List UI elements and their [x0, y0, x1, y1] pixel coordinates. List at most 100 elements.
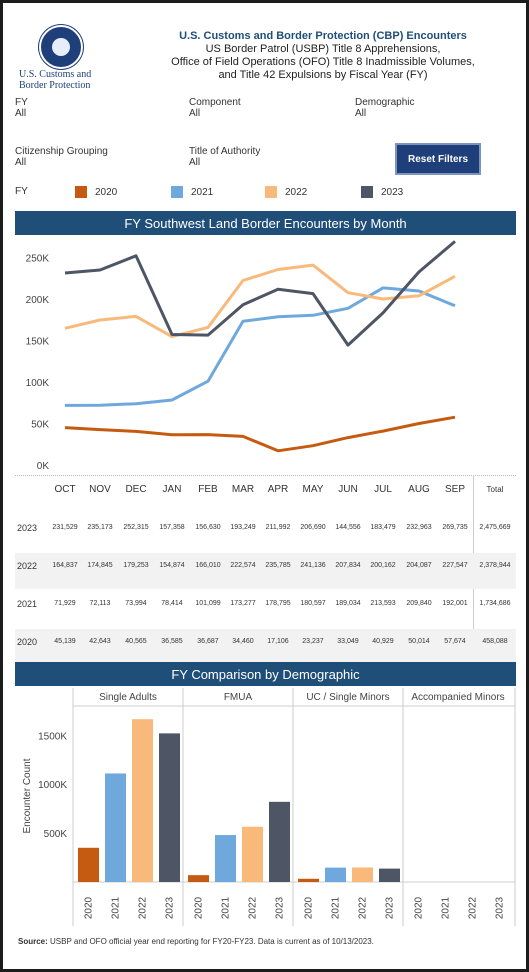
panel-title-3: Accompanied Minors	[411, 692, 504, 703]
table-cell: 40,565	[125, 638, 147, 645]
legend-swatch-2022	[265, 186, 277, 198]
table-cell-total: 2,475,669	[479, 524, 511, 531]
legend-swatch-2021	[171, 186, 183, 198]
y-tick-label: 250K	[26, 254, 50, 265]
bar-0-2023	[159, 733, 180, 882]
table-cell: 40,929	[372, 638, 394, 645]
bar-1-2021	[215, 835, 236, 882]
table-cell: 209,840	[406, 600, 432, 607]
table-row-shade	[15, 629, 516, 665]
component-filter-value: All	[189, 108, 201, 119]
table-header-month: SEP	[444, 484, 465, 495]
table-row-label: 2020	[17, 637, 38, 647]
legend-item-2020[interactable]: 2020	[75, 186, 117, 198]
table-row-label: 2023	[17, 523, 38, 533]
logo-line-2: Border Protection	[19, 80, 91, 91]
x-tick-label: 2021	[111, 896, 122, 919]
x-tick-label: 2022	[248, 896, 259, 919]
table-header-month: APR	[267, 484, 289, 495]
y-tick-label: 1500K	[38, 731, 67, 742]
bar-2-2023	[379, 868, 400, 882]
x-tick-label: 2020	[84, 896, 95, 919]
table-cell: 231,529	[52, 524, 78, 531]
panel-title-2: UC / Single Minors	[306, 692, 389, 703]
source-note: Source: USBP and OFO official year end r…	[18, 937, 374, 946]
table-cell: 183,479	[370, 524, 396, 531]
panel-title-0: Single Adults	[99, 692, 157, 703]
bar-1-2023	[269, 801, 290, 882]
table-cell: 269,735	[442, 524, 468, 531]
table-header-month: JUN	[338, 484, 358, 495]
bar-0-2022	[132, 719, 153, 882]
table-header-month: MAR	[231, 484, 255, 495]
citizenship-filter-value: All	[15, 157, 27, 168]
component-filter[interactable]: Component All	[189, 97, 339, 123]
y-tick-label: 100K	[26, 378, 50, 389]
x-tick-label: 2023	[495, 896, 506, 919]
table-cell: 192,001	[442, 600, 468, 607]
x-tick-label: 2021	[331, 896, 342, 919]
table-header-month: FEB	[198, 484, 218, 495]
table-cell: 227,547	[442, 562, 468, 569]
table-cell: 23,237	[302, 638, 324, 645]
table-cell: 179,253	[123, 562, 149, 569]
table-header-month: DEC	[125, 484, 147, 495]
table-header-month: MAY	[302, 484, 324, 495]
table-cell: 71,929	[54, 600, 76, 607]
table-cell: 73,994	[125, 600, 147, 607]
cbp-logo: U.S. Customs and Border Protection	[19, 23, 109, 93]
authority-filter[interactable]: Title of Authority All	[189, 146, 349, 172]
fy-filter-value: All	[15, 108, 27, 119]
table-cell: 252,315	[123, 524, 149, 531]
demographic-filter[interactable]: Demographic All	[355, 97, 505, 123]
legend-label-2022: 2022	[285, 186, 308, 198]
x-tick-label: 2023	[275, 896, 286, 919]
source-label: Source:	[18, 937, 48, 946]
table-header-month: AUG	[408, 484, 430, 495]
fy-filter[interactable]: FY All	[15, 97, 165, 123]
dashboard-page: U.S. Customs and Border Protection U.S. …	[3, 3, 526, 969]
demographic-bar-chart: Encounter Count 500K 1000K 1500K Single Adul…	[22, 688, 516, 926]
page-subtitle-line-1: US Border Patrol (USBP) Title 8 Apprehen…	[205, 43, 441, 55]
legend-item-2022[interactable]: 2022	[265, 186, 307, 198]
table-row-shade	[15, 553, 516, 589]
table-cell: 166,010	[195, 562, 221, 569]
table-cell: 101,099	[195, 600, 221, 607]
bar-1-2022	[242, 826, 263, 882]
table-cell: 164,837	[52, 562, 78, 569]
bar-0-2021	[105, 773, 126, 882]
table-cell: 34,460	[232, 638, 254, 645]
dhs-seal-icon	[39, 25, 83, 69]
x-tick-label: 2022	[468, 896, 479, 919]
table-row-label: 2021	[17, 599, 38, 609]
legend-label-2021: 2021	[191, 186, 214, 198]
table-cell-total: 2,378,944	[479, 562, 511, 569]
table-cell: 222,574	[230, 562, 256, 569]
table-cell: 193,249	[230, 524, 256, 531]
legend-swatch-2020	[75, 186, 87, 198]
citizenship-filter[interactable]: Citizenship Grouping All	[15, 146, 175, 172]
table-header-month: NOV	[89, 484, 111, 495]
reset-filters-button[interactable]: Reset Filters	[395, 143, 481, 175]
legend-item-2023[interactable]: 2023	[361, 186, 403, 198]
x-tick-label: 2020	[304, 896, 315, 919]
demographic-chart-title: FY Comparison by Demographic	[15, 662, 516, 686]
demographic-filter-label: Demographic	[355, 97, 415, 108]
table-cell: 204,087	[406, 562, 432, 569]
page-title: U.S. Customs and Border Protection (CBP)…	[179, 30, 467, 42]
fy-filter-label: FY	[15, 97, 28, 108]
legend-label-2020: 2020	[95, 186, 118, 198]
table-cell: 144,556	[335, 524, 361, 531]
series-line-2020	[64, 415, 456, 453]
logo-line-1: U.S. Customs and	[19, 69, 92, 80]
monthly-data-table: OCT NOV DEC JAN FEB MAR APR MAY JUN JUL AUG SEP Tota…	[3, 471, 526, 665]
monthly-chart-title: FY Southwest Land Border Encounters by M…	[15, 211, 516, 235]
bar-0-2020	[78, 847, 99, 882]
x-tick-label: 2022	[138, 896, 149, 919]
y-tick-label: 150K	[26, 337, 50, 348]
table-cell: 235,785	[265, 562, 291, 569]
legend-item-2021[interactable]: 2021	[171, 186, 213, 198]
x-tick-label: 2021	[221, 896, 232, 919]
x-tick-label: 2020	[414, 896, 425, 919]
series-line-2022	[64, 263, 456, 339]
